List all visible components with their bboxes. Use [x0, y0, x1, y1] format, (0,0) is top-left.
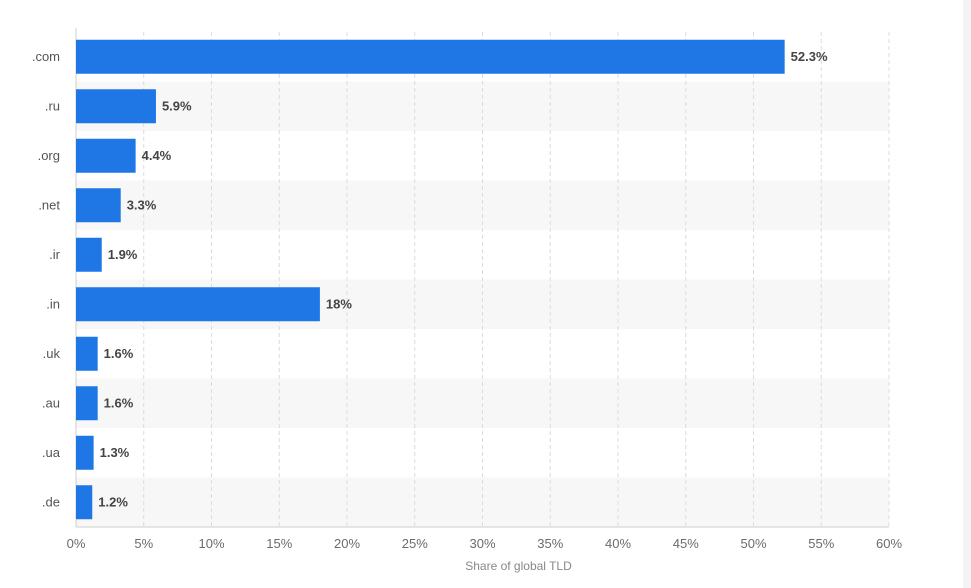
x-tick-label: 40%: [605, 536, 631, 551]
x-tick-label: 60%: [876, 536, 902, 551]
data-label: 1.3%: [100, 445, 130, 460]
x-tick-label: 45%: [673, 536, 699, 551]
bar[interactable]: [76, 386, 98, 421]
data-label: 52.3%: [791, 49, 828, 64]
data-label: 1.6%: [104, 395, 134, 410]
category-label: .ir: [49, 247, 61, 262]
category-label: .ua: [42, 445, 61, 460]
bar[interactable]: [76, 39, 785, 74]
x-tick-label: 35%: [537, 536, 563, 551]
data-label: 5.9%: [162, 98, 192, 113]
data-label: 4.4%: [142, 148, 172, 163]
data-label: 18%: [326, 296, 352, 311]
bar[interactable]: [76, 89, 156, 124]
category-label: .uk: [43, 346, 61, 361]
category-label: .au: [42, 395, 60, 410]
category-label: .com: [32, 49, 60, 64]
x-tick-label: 10%: [198, 536, 224, 551]
x-tick-label: 30%: [469, 536, 495, 551]
category-label: .in: [46, 296, 60, 311]
x-tick-label: 50%: [740, 536, 766, 551]
x-tick-label: 20%: [334, 536, 360, 551]
bar[interactable]: [76, 237, 102, 272]
data-label: 1.6%: [104, 346, 134, 361]
x-tick-label: 55%: [808, 536, 834, 551]
bar[interactable]: [76, 138, 136, 173]
bar[interactable]: [76, 435, 94, 470]
category-label: .org: [38, 148, 60, 163]
category-label: .ru: [45, 98, 60, 113]
x-tick-label: 25%: [402, 536, 428, 551]
category-label: .net: [38, 197, 60, 212]
bar[interactable]: [76, 287, 320, 322]
bar[interactable]: [76, 485, 93, 520]
bar[interactable]: [76, 188, 121, 223]
data-label: 1.2%: [98, 494, 128, 509]
category-label: .de: [42, 494, 60, 509]
data-label: 3.3%: [127, 197, 157, 212]
x-tick-label: 15%: [266, 536, 292, 551]
x-axis-title: Share of global TLD: [465, 559, 572, 573]
data-label: 1.9%: [108, 247, 138, 262]
right-edge-strip: [963, 0, 971, 588]
bar[interactable]: [76, 336, 98, 371]
x-tick-label: 0%: [67, 536, 86, 551]
x-tick-label: 5%: [134, 536, 153, 551]
